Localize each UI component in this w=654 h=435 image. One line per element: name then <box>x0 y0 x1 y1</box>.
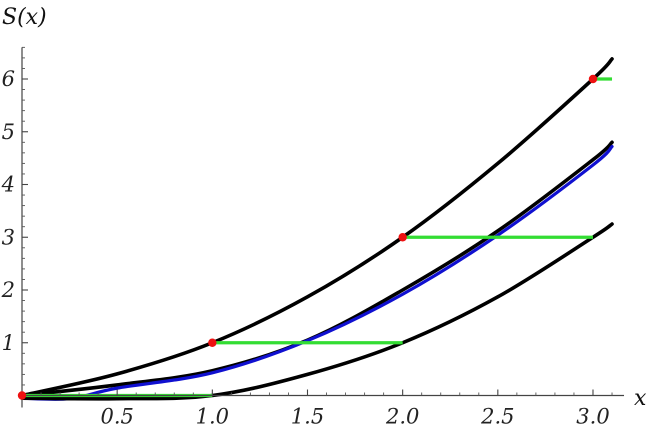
x-tick-label: 2.0 <box>385 405 419 429</box>
y-tick-label: 1 <box>2 331 15 355</box>
y-tick-label: 5 <box>2 120 15 144</box>
y-tick-label: 4 <box>1 173 15 197</box>
series-line-1 <box>20 57 614 398</box>
x-axis-title: x <box>634 386 647 411</box>
data-point <box>208 338 217 347</box>
data-point <box>588 74 598 84</box>
steps-layer <box>22 77 613 398</box>
points-layer <box>17 74 598 400</box>
y-tick-label: 3 <box>2 225 15 249</box>
series-line-4 <box>20 222 614 401</box>
axes-layer: 0.5 1.0 1.5 2.0 2.5 3.0 1 2 3 4 5 6 <box>1 46 625 429</box>
x-tick-label: 3.0 <box>576 405 609 429</box>
y-axis-title: S(x) <box>2 5 47 30</box>
series-line-3 <box>20 144 614 401</box>
data-point <box>17 391 27 400</box>
x-tick-label: 0.5 <box>100 405 133 429</box>
series-line-2 <box>20 140 614 398</box>
x-tick-label: 1.0 <box>196 405 229 429</box>
y-tick-label: 6 <box>2 67 15 91</box>
y-tick-label: 2 <box>1 278 15 302</box>
x-tick-label: 2.5 <box>480 405 514 429</box>
x-tick-label: 1.5 <box>291 405 324 429</box>
curves-layer <box>20 57 614 401</box>
data-point <box>398 233 407 242</box>
